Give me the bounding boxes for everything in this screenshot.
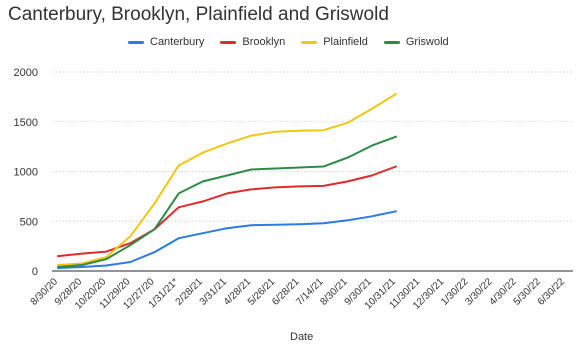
legend-label-plainfield: Plainfield [323, 36, 368, 48]
y-tick-label-500: 500 [20, 216, 38, 228]
grid-layer [52, 71, 573, 272]
legend-label-brooklyn: Brooklyn [242, 36, 286, 48]
series-line-canterbury [57, 210, 397, 269]
legend-label-canterbury: Canterbury [150, 36, 205, 48]
y-tick-labels: 0 500 1000 1500 2000 [14, 67, 38, 278]
legend-item-griswold: Griswold [383, 36, 449, 48]
series-layer [57, 92, 397, 269]
series-line-plainfield [57, 92, 397, 266]
legend-swatch-plainfield [301, 40, 318, 44]
legend-item-plainfield: Plainfield [301, 36, 368, 48]
legend-item-canterbury: Canterbury [128, 36, 204, 48]
y-tick-label-2000: 2000 [14, 67, 38, 79]
y-tick-label-0: 0 [32, 266, 38, 278]
y-tick-label-1500: 1500 [14, 117, 38, 129]
y-tick-label-1000: 1000 [14, 167, 38, 179]
legend-label-griswold: Griswold [405, 36, 449, 48]
legend-swatch-griswold [383, 40, 400, 44]
legend-swatch-canterbury [128, 40, 144, 44]
legend-item-brooklyn: Brooklyn [220, 36, 285, 48]
legend: Canterbury Brooklyn Plainfield Griswold [128, 36, 449, 48]
x-axis-title: Date [290, 331, 314, 343]
legend-swatch-brooklyn [220, 40, 237, 44]
x-tick-label-6-30-22: 6/30/22 [536, 276, 568, 308]
x-tick-labels: 8/30/209/28/2010/20/2011/29/2012/27/201/… [29, 276, 568, 312]
series-line-brooklyn [57, 165, 397, 258]
series-line-griswold [57, 135, 397, 268]
chart-title: Canterbury, Brooklyn, Plainfield and Gri… [8, 4, 389, 25]
